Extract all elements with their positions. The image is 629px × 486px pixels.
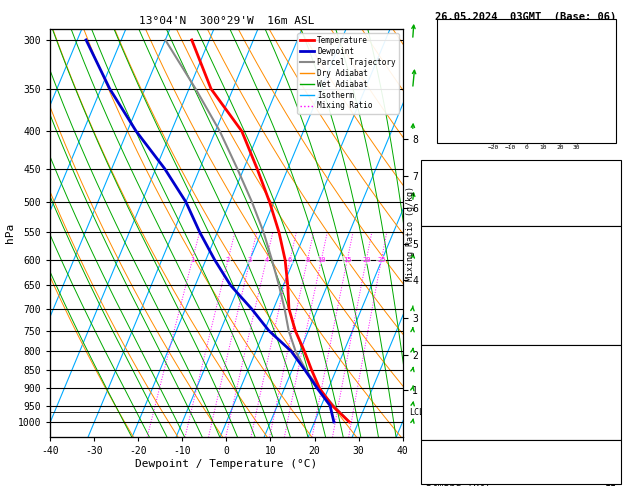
Text: Lifted Index: Lifted Index bbox=[426, 395, 497, 405]
Text: θᴇ (K): θᴇ (K) bbox=[426, 380, 462, 390]
Text: 1016: 1016 bbox=[593, 409, 616, 419]
Text: -29: -29 bbox=[599, 453, 616, 463]
Text: 8: 8 bbox=[305, 257, 309, 263]
Text: 27.9: 27.9 bbox=[593, 248, 616, 258]
Text: 20: 20 bbox=[362, 257, 370, 263]
Text: 132°: 132° bbox=[593, 470, 616, 480]
Text: 3: 3 bbox=[248, 257, 252, 263]
Text: LCL: LCL bbox=[409, 408, 424, 417]
Text: -3: -3 bbox=[604, 295, 616, 305]
Text: EH: EH bbox=[426, 453, 438, 463]
Text: K: K bbox=[426, 168, 432, 178]
Text: SREH: SREH bbox=[426, 462, 450, 471]
Text: Totals Totals: Totals Totals bbox=[426, 188, 503, 197]
Text: 1012: 1012 bbox=[593, 365, 616, 376]
Text: Most Unstable: Most Unstable bbox=[483, 351, 560, 361]
Legend: Temperature, Dewpoint, Parcel Trajectory, Dry Adiabat, Wet Adiabat, Isotherm, Mi: Temperature, Dewpoint, Parcel Trajectory… bbox=[297, 33, 399, 114]
Text: 356: 356 bbox=[599, 380, 616, 390]
Text: kt: kt bbox=[470, 28, 480, 37]
Text: 0: 0 bbox=[611, 424, 616, 434]
Title: 13°04'N  300°29'W  16m ASL: 13°04'N 300°29'W 16m ASL bbox=[138, 16, 314, 26]
Text: CAPE (J): CAPE (J) bbox=[426, 409, 474, 419]
Text: Pressure (mb): Pressure (mb) bbox=[426, 365, 503, 376]
Text: Surface: Surface bbox=[501, 232, 542, 242]
Y-axis label: km
ASL: km ASL bbox=[421, 225, 443, 242]
X-axis label: Dewpoint / Temperature (°C): Dewpoint / Temperature (°C) bbox=[135, 459, 318, 469]
Text: © weatheronline.co.uk: © weatheronline.co.uk bbox=[473, 474, 570, 484]
Text: -3: -3 bbox=[604, 395, 616, 405]
Y-axis label: hPa: hPa bbox=[5, 223, 15, 243]
Text: 1: 1 bbox=[191, 257, 194, 263]
Text: Temp (°C): Temp (°C) bbox=[426, 248, 479, 258]
Text: 33: 33 bbox=[604, 168, 616, 178]
Text: 11: 11 bbox=[604, 478, 616, 486]
Text: 26.05.2024  03GMT  (Base: 06): 26.05.2024 03GMT (Base: 06) bbox=[435, 12, 616, 22]
Text: 42: 42 bbox=[604, 188, 616, 197]
Text: 25: 25 bbox=[377, 257, 386, 263]
Text: StmSpd (kt): StmSpd (kt) bbox=[426, 478, 491, 486]
Text: 10: 10 bbox=[317, 257, 326, 263]
Text: 24.4: 24.4 bbox=[593, 263, 616, 274]
Text: StmDir: StmDir bbox=[426, 470, 462, 480]
Text: 356: 356 bbox=[599, 279, 616, 290]
Text: Mixing Ratio (g/kg): Mixing Ratio (g/kg) bbox=[406, 186, 415, 281]
Text: 1016: 1016 bbox=[593, 311, 616, 321]
Text: 2: 2 bbox=[226, 257, 230, 263]
Text: θᴇ(K): θᴇ(K) bbox=[426, 279, 456, 290]
Text: PW (cm): PW (cm) bbox=[426, 208, 467, 217]
Text: CIN (J): CIN (J) bbox=[426, 327, 467, 337]
Text: Hodograph: Hodograph bbox=[495, 445, 548, 455]
Text: 6: 6 bbox=[288, 257, 292, 263]
Text: CIN (J): CIN (J) bbox=[426, 424, 467, 434]
Text: Dewp (°C): Dewp (°C) bbox=[426, 263, 479, 274]
Text: 0: 0 bbox=[611, 327, 616, 337]
Text: 4: 4 bbox=[264, 257, 269, 263]
Text: CAPE (J): CAPE (J) bbox=[426, 311, 474, 321]
Text: -12: -12 bbox=[599, 462, 616, 471]
Text: 5.69: 5.69 bbox=[593, 208, 616, 217]
Text: 15: 15 bbox=[343, 257, 352, 263]
Text: Lifted Index: Lifted Index bbox=[426, 295, 497, 305]
